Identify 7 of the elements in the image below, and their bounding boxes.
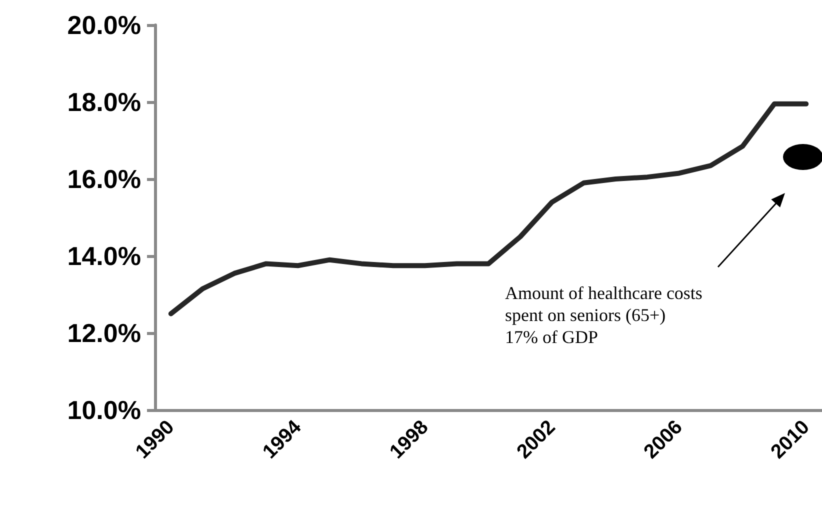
y-tick-label: 16.0%: [67, 164, 141, 194]
y-tick-label: 18.0%: [67, 87, 141, 117]
annotation: Amount of healthcare costs spent on seniors (65+) 17% of GDP: [505, 282, 702, 348]
y-tick-label: 12.0%: [67, 318, 141, 348]
y-tick-label: 14.0%: [67, 241, 141, 271]
y-tick-label: 10.0%: [67, 395, 141, 425]
y-tick-label: 20.0%: [67, 10, 141, 40]
